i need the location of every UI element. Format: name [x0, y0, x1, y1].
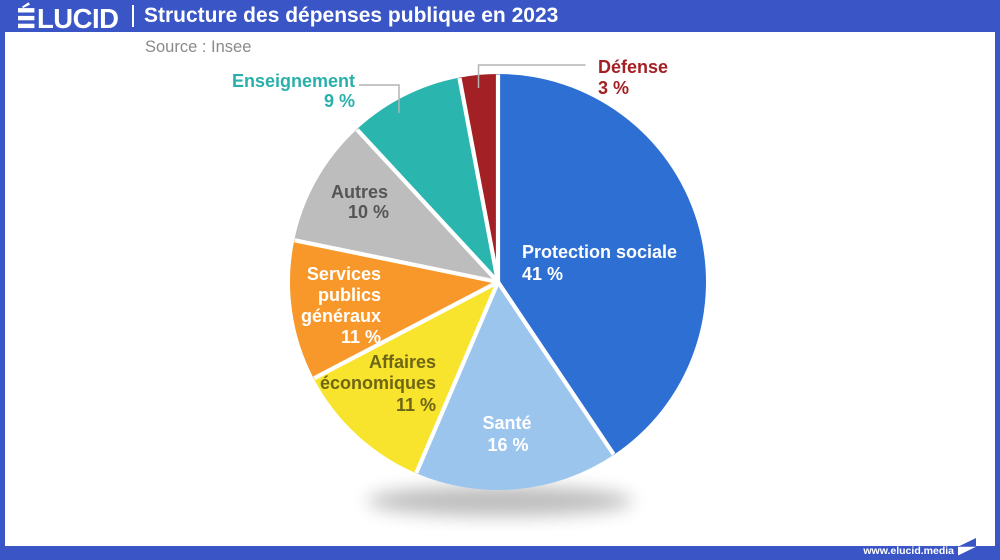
svg-text:généraux: généraux	[301, 306, 381, 326]
svg-text:économiques: économiques	[320, 373, 436, 393]
svg-text:11 %: 11 %	[341, 327, 381, 347]
svg-text:41 %: 41 %	[522, 264, 563, 284]
svg-text:Santé: Santé	[482, 413, 531, 433]
svg-text:3 %: 3 %	[598, 78, 629, 98]
svg-text:publics: publics	[318, 285, 381, 305]
svg-text:9 %: 9 %	[324, 91, 355, 111]
svg-text:16 %: 16 %	[487, 435, 528, 455]
svg-text:Protection sociale: Protection sociale	[522, 242, 677, 262]
svg-text:10 %: 10 %	[348, 202, 389, 222]
svg-text:Autres: Autres	[331, 182, 388, 202]
svg-text:LUCID: LUCID	[37, 3, 119, 32]
svg-text:Défense: Défense	[598, 57, 668, 77]
svg-text:Enseignement: Enseignement	[232, 71, 355, 91]
svg-text:Services: Services	[307, 264, 381, 284]
svg-text:11 %: 11 %	[396, 395, 436, 415]
svg-text:Affaires: Affaires	[369, 352, 436, 372]
